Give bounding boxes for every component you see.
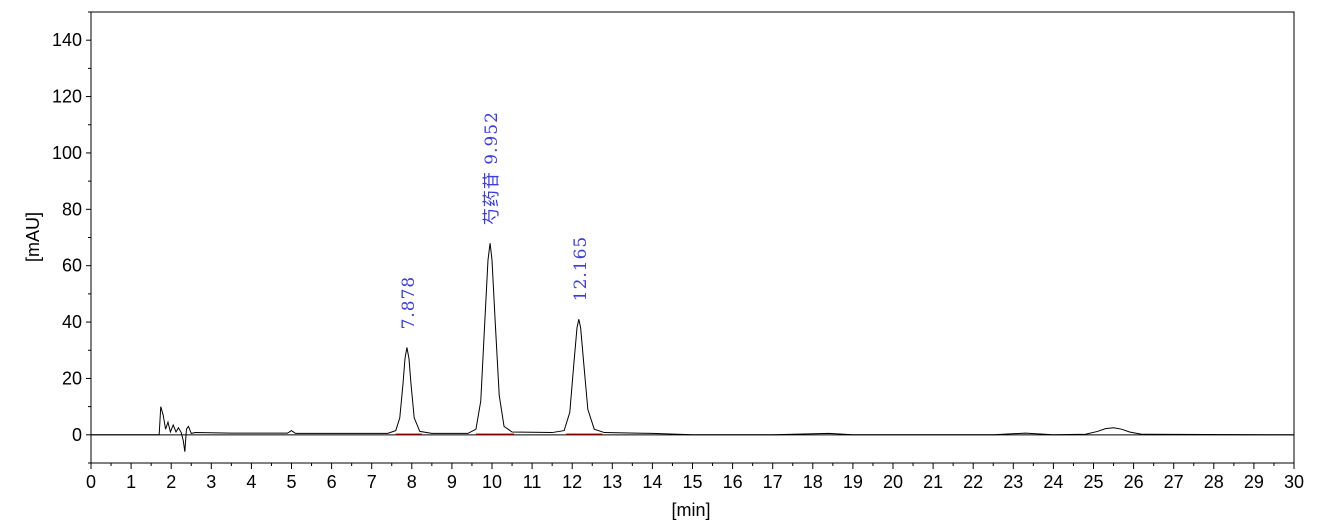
x-axis-ticks: 0 1 2 3 4 5 6 7 8 9 10 11 12 13 14 15 16 17 18 19 20 21 22 23 24… <box>86 463 1304 492</box>
x-tick-label-3: 3 <box>206 472 216 492</box>
x-tick-label-8: 8 <box>407 472 417 492</box>
x-tick-label-29: 29 <box>1244 472 1264 492</box>
x-tick-label-27: 27 <box>1164 472 1184 492</box>
x-tick-label-18: 18 <box>803 472 823 492</box>
plot-frame <box>90 11 1295 464</box>
x-tick-label-22: 22 <box>963 472 983 492</box>
peak-labels: 7.878 芍药苷 9.952 12.165 <box>399 111 591 329</box>
x-tick-label-5: 5 <box>286 472 296 492</box>
chromatogram-trace <box>91 243 1295 452</box>
peak-label-3: 12.165 <box>571 236 591 301</box>
x-tick-label-24: 24 <box>1043 472 1063 492</box>
y-tick-label-0: 0 <box>72 425 82 445</box>
x-tick-label-14: 14 <box>642 472 662 492</box>
x-tick-label-23: 23 <box>1003 472 1023 492</box>
x-tick-label-21: 21 <box>923 472 943 492</box>
peak-label-2: 芍药苷 9.952 <box>482 111 502 225</box>
x-tick-label-12: 12 <box>562 472 582 492</box>
x-tick-label-16: 16 <box>723 472 743 492</box>
x-tick-label-28: 28 <box>1204 472 1224 492</box>
y-tick-label-20: 20 <box>62 368 82 388</box>
y-tick-label-100: 100 <box>52 143 82 163</box>
y-axis-ticks: 0 20 40 60 80 100 120 140 <box>52 11 91 464</box>
x-tick-label-17: 17 <box>763 472 783 492</box>
y-axis-title: [mAU] <box>23 212 43 262</box>
x-tick-label-9: 9 <box>447 472 457 492</box>
peak-label-1: 7.878 <box>399 276 419 330</box>
x-axis-title: [min] <box>671 500 710 520</box>
x-tick-label-7: 7 <box>367 472 377 492</box>
y-tick-label-80: 80 <box>62 199 82 219</box>
x-tick-label-25: 25 <box>1083 472 1103 492</box>
x-tick-label-4: 4 <box>246 472 256 492</box>
x-tick-label-20: 20 <box>883 472 903 492</box>
x-tick-label-15: 15 <box>682 472 702 492</box>
x-tick-label-6: 6 <box>327 472 337 492</box>
x-tick-label-30: 30 <box>1284 472 1304 492</box>
x-tick-label-13: 13 <box>602 472 622 492</box>
x-tick-label-2: 2 <box>166 472 176 492</box>
x-tick-label-11: 11 <box>523 472 542 492</box>
y-tick-label-60: 60 <box>62 256 82 276</box>
y-tick-label-40: 40 <box>62 312 82 332</box>
y-tick-label-120: 120 <box>52 87 82 107</box>
x-tick-label-10: 10 <box>482 472 502 492</box>
x-tick-label-26: 26 <box>1124 472 1144 492</box>
x-tick-label-19: 19 <box>843 472 863 492</box>
x-tick-label-1: 1 <box>126 472 136 492</box>
x-tick-label-0: 0 <box>86 472 96 492</box>
y-tick-label-140: 140 <box>52 30 82 50</box>
